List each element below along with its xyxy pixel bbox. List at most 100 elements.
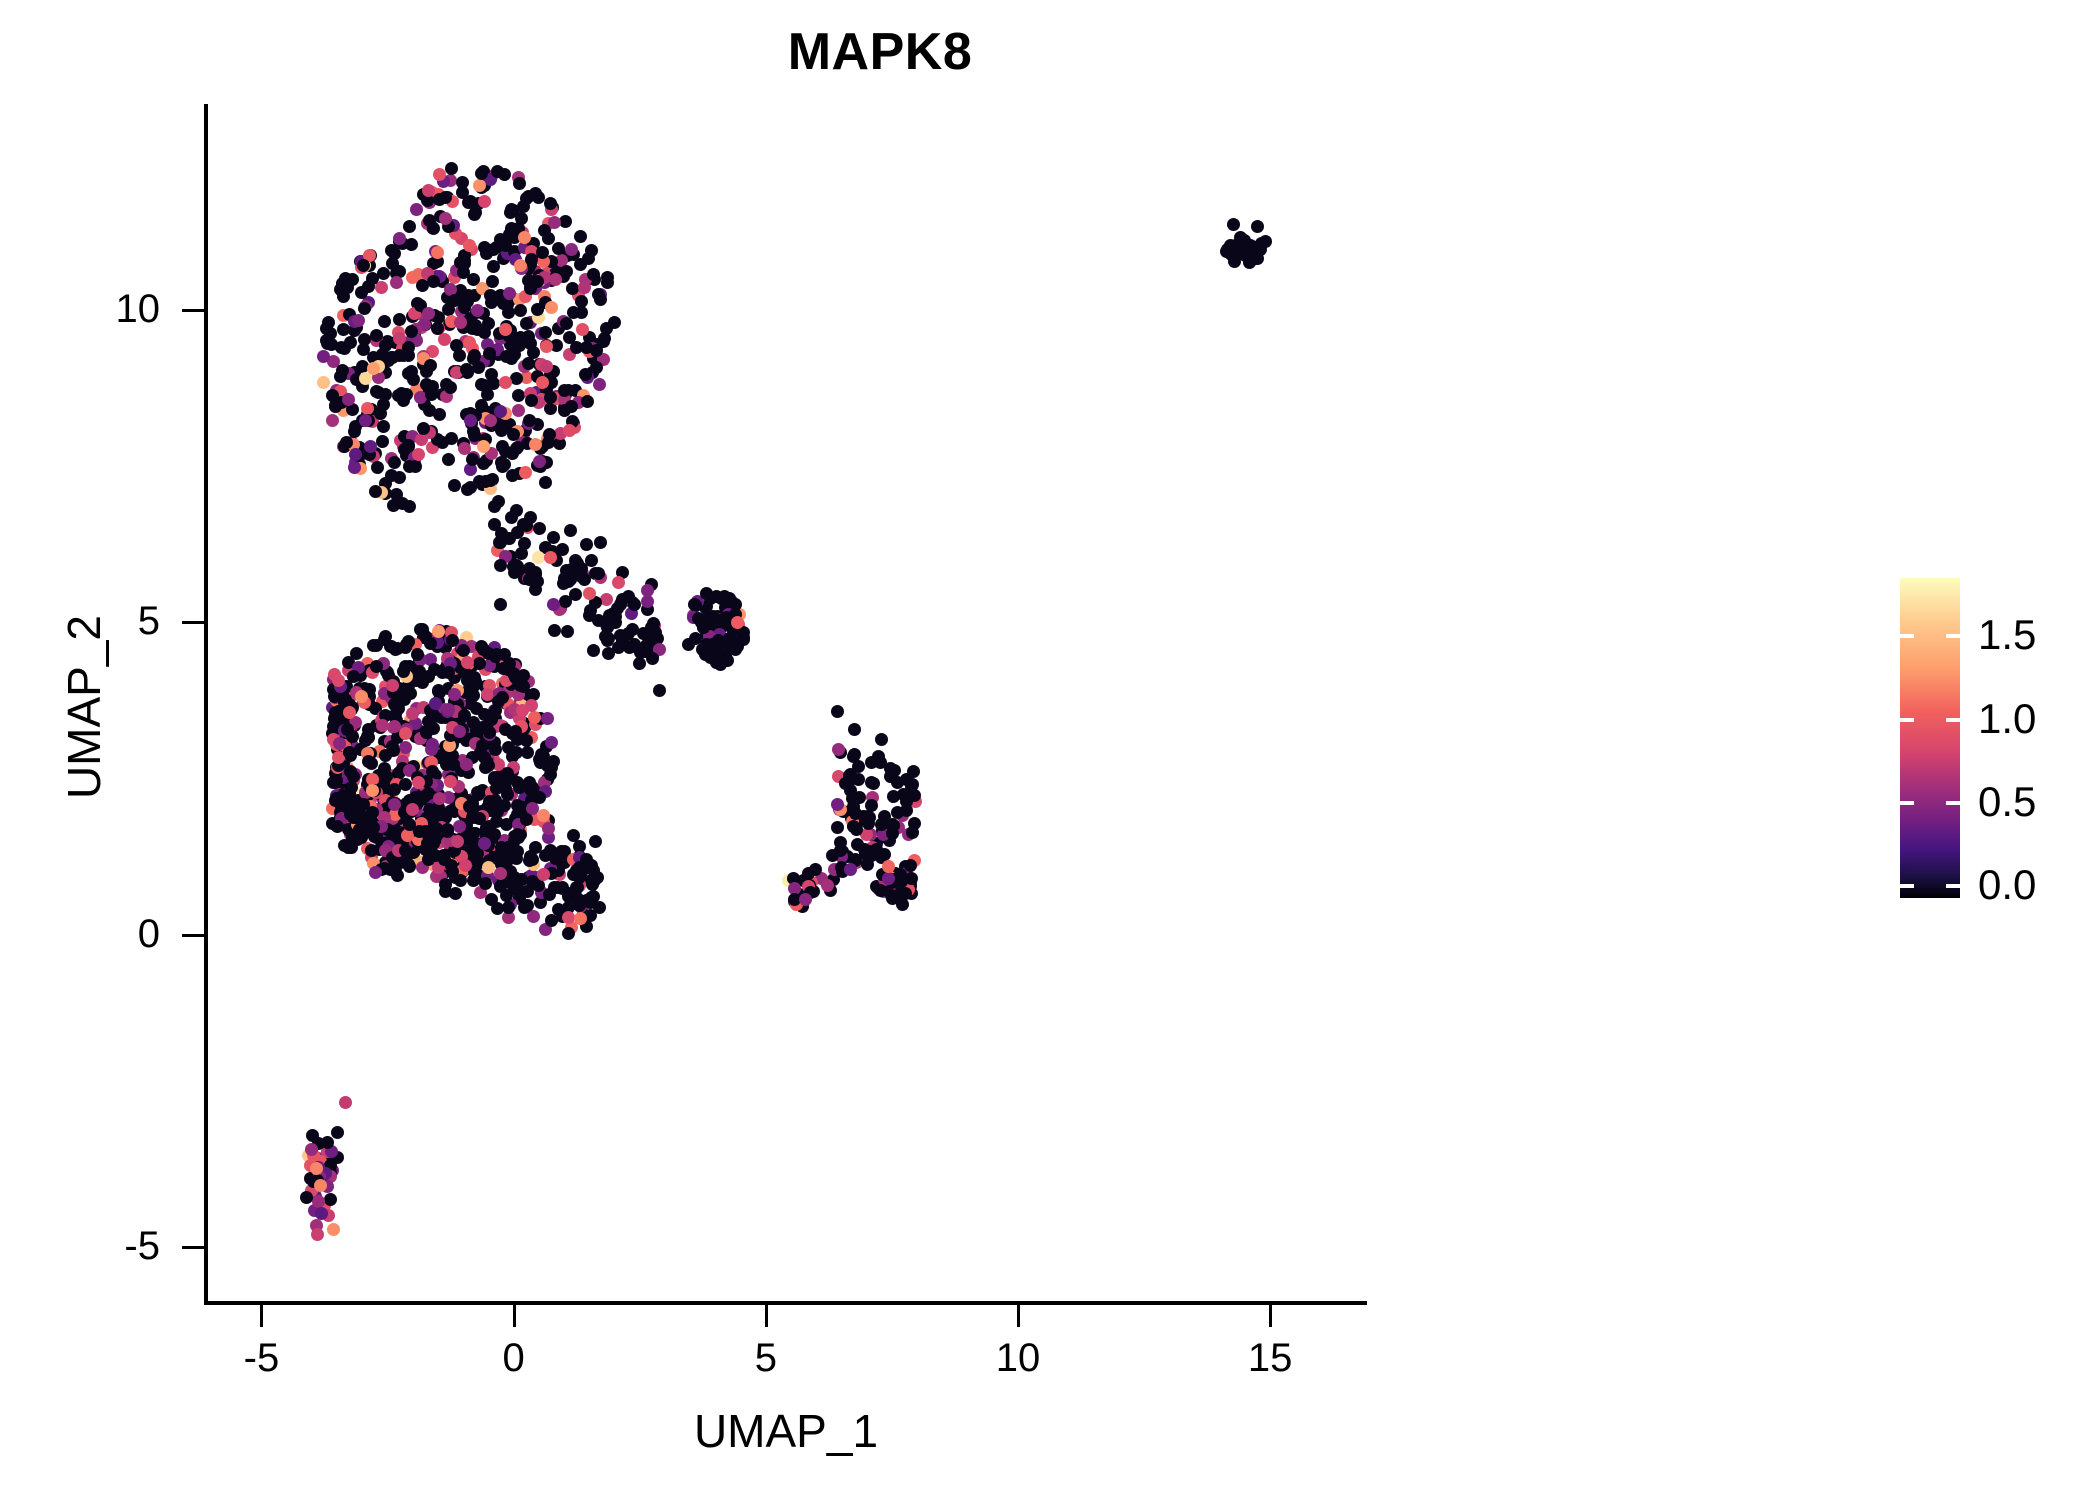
- scatter-point: [710, 656, 724, 670]
- scatter-point: [882, 871, 896, 885]
- scatter-point: [362, 754, 376, 768]
- scatter-point: [831, 705, 845, 719]
- scatter-point: [559, 215, 573, 229]
- scatter-point: [607, 315, 621, 329]
- scatter-point: [352, 823, 366, 837]
- scatter-point: [468, 208, 482, 222]
- x-tick-mark: [1017, 1305, 1020, 1327]
- scatter-point: [698, 613, 712, 627]
- scatter-point: [345, 729, 359, 743]
- scatter-point: [473, 475, 487, 489]
- scatter-point: [415, 432, 429, 446]
- scatter-point: [479, 380, 493, 394]
- scatter-point: [598, 629, 612, 643]
- scatter-point: [547, 624, 561, 638]
- scatter-point: [530, 274, 544, 288]
- scatter-point: [437, 333, 451, 347]
- scatter-point: [564, 243, 578, 257]
- scatter-point: [326, 354, 340, 368]
- colorbar-tick-label: 0.0: [1978, 861, 2037, 909]
- plot-panel: [206, 104, 1366, 1303]
- scatter-point: [489, 647, 503, 661]
- scatter-point: [532, 191, 546, 205]
- scatter-point: [591, 614, 605, 628]
- scatter-point: [539, 339, 553, 353]
- scatter-point: [467, 688, 481, 702]
- colorbar-tick: [1946, 801, 1960, 805]
- colorbar-tick: [1900, 634, 1914, 639]
- scatter-point: [481, 759, 495, 773]
- scatter-point: [396, 497, 410, 511]
- scatter-point: [485, 275, 499, 289]
- scatter-point: [478, 877, 492, 891]
- scatter-point: [441, 453, 455, 467]
- scatter-point: [524, 253, 538, 267]
- scatter-point: [466, 452, 480, 466]
- colorbar-tick: [1900, 801, 1914, 805]
- scatter-point: [475, 720, 489, 734]
- scatter-point: [425, 738, 439, 752]
- scatter-point: [493, 405, 507, 419]
- scatter-point: [566, 282, 580, 296]
- colorbar-tick: [1946, 634, 1960, 639]
- scatter-point: [589, 834, 603, 848]
- scatter-point: [385, 739, 399, 753]
- scatter-point: [525, 394, 539, 408]
- scatter-point: [347, 425, 361, 439]
- scatter-point: [523, 414, 537, 428]
- scatter-point: [423, 652, 437, 666]
- scatter-point: [500, 848, 514, 862]
- scatter-point: [385, 679, 399, 693]
- scatter-point: [385, 468, 398, 482]
- scatter-point: [399, 659, 413, 673]
- scatter-point: [535, 246, 549, 260]
- scatter-point: [372, 385, 386, 399]
- scatter-point: [905, 825, 919, 839]
- scatter-point: [467, 349, 481, 363]
- scatter-point: [462, 800, 476, 814]
- scatter-point: [463, 194, 477, 208]
- scatter-point: [481, 860, 495, 874]
- scatter-point: [540, 711, 554, 725]
- scatter-point: [350, 647, 364, 661]
- scatter-point: [477, 194, 491, 208]
- scatter-point: [347, 810, 361, 824]
- scatter-point: [554, 253, 568, 267]
- scatter-point: [427, 274, 441, 288]
- scatter-point: [376, 718, 390, 732]
- scatter-point: [703, 639, 717, 653]
- scatter-point: [474, 399, 488, 413]
- scatter-point: [316, 350, 330, 364]
- scatter-point: [334, 341, 348, 355]
- scatter-point: [581, 251, 595, 265]
- scatter-point: [515, 547, 528, 561]
- scatter-point: [522, 562, 536, 576]
- scatter-point: [799, 893, 813, 907]
- scatter-point: [320, 334, 334, 348]
- scatter-point: [563, 424, 577, 438]
- scatter-point: [356, 343, 370, 357]
- scatter-point: [830, 821, 844, 835]
- y-tick-mark: [182, 309, 204, 313]
- scatter-point: [569, 587, 583, 601]
- scatter-point: [377, 420, 391, 434]
- scatter-point: [645, 651, 659, 665]
- scatter-point: [329, 773, 343, 787]
- scatter-point: [628, 598, 642, 612]
- scatter-point: [398, 777, 412, 791]
- scatter-point: [587, 644, 601, 658]
- scatter-point: [611, 641, 625, 655]
- scatter-point: [558, 403, 572, 417]
- scatter-point: [509, 372, 523, 385]
- scatter-point: [332, 673, 346, 687]
- scatter-point: [386, 256, 400, 270]
- scatter-point: [550, 339, 564, 353]
- scatter-point: [428, 848, 442, 862]
- scatter-point: [485, 367, 499, 381]
- scatter-point: [409, 460, 423, 474]
- scatter-point: [462, 288, 476, 302]
- scatter-point: [520, 745, 534, 759]
- scatter-point: [432, 168, 446, 182]
- scatter-point: [458, 667, 472, 681]
- scatter-point: [542, 428, 556, 442]
